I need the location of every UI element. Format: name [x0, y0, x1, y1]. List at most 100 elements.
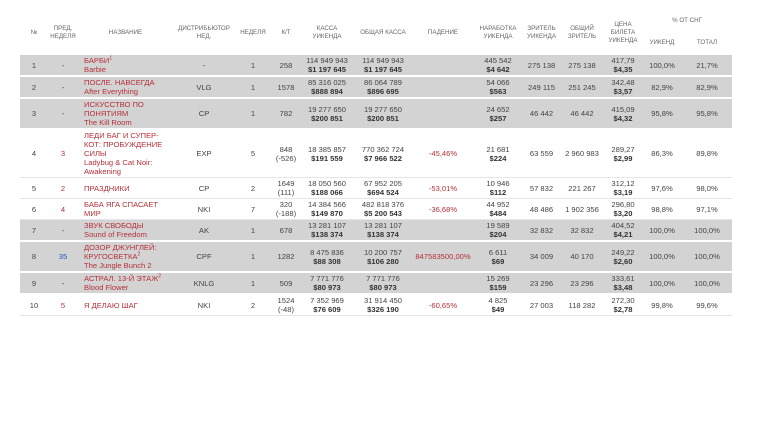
- cell-cis-total: 100,0%: [682, 241, 732, 273]
- cell-total-gross: 19 277 650 $200 851: [353, 98, 413, 130]
- cell-total-viewers: 275 138: [560, 55, 604, 77]
- cell-title[interactable]: БАБА ЯГА СПАСАЕТ МИР: [78, 198, 173, 220]
- title-ru[interactable]: ДОЗОР ДЖУНГЛЕЙ: КРУГОСВЕТКА2: [84, 243, 157, 261]
- cell-num: 5: [20, 177, 48, 199]
- cell-cis-weekend: 100,0%: [642, 219, 682, 242]
- title-ru[interactable]: АСТРАЛ. 13-Й ЭТАЖ2: [84, 273, 162, 283]
- cell-weekend-viewers: 249 115: [523, 76, 560, 99]
- cell-kt: 509: [271, 272, 301, 295]
- cell-num: 1: [20, 55, 48, 77]
- cell-week: 2: [235, 177, 271, 199]
- table-row[interactable]: 7 - ЗВУК СВОБОДЫ Sound of Freedom AK 1 6…: [20, 219, 732, 242]
- cell-ticket-price: 272,30 $2,78: [604, 294, 642, 316]
- cell-total-gross: 482 818 376 $5 200 543: [353, 198, 413, 220]
- header-distributor[interactable]: ДИСТРИБЬЮТОР НЕД.: [173, 10, 235, 55]
- header-ticket-price[interactable]: ЦЕНА БИЛЕТА УИКЕНДА: [604, 10, 642, 55]
- cell-title[interactable]: ИСКУССТВО ПО ПОНЯТИЯМ The Kill Room: [78, 98, 173, 130]
- cell-num: 8: [20, 241, 48, 273]
- cell-ticket-price: 404,52 $4,21: [604, 219, 642, 242]
- cell-title[interactable]: Я ДЕЛАЮ ШАГ: [78, 294, 173, 316]
- cell-kt: 782: [271, 98, 301, 130]
- table-row[interactable]: 3 - ИСКУССТВО ПО ПОНЯТИЯМ The Kill Room …: [20, 98, 732, 130]
- cell-title[interactable]: АСТРАЛ. 13-Й ЭТАЖ2 Blood Flower: [78, 272, 173, 295]
- cell-total-viewers: 32 832: [560, 219, 604, 242]
- header-weekend-gross[interactable]: КАССА УИКЕНДА: [301, 10, 353, 55]
- title-ru[interactable]: БАБА ЯГА СПАСАЕТ МИР: [84, 200, 159, 218]
- header-week[interactable]: НЕДЕЛЯ: [235, 10, 271, 55]
- table-row[interactable]: 10 5 Я ДЕЛАЮ ШАГ NKI 2 1524 (-48) 7 352 9…: [20, 294, 732, 316]
- title-ru[interactable]: Я ДЕЛАЮ ШАГ: [84, 300, 138, 310]
- cell-total-viewers: 2 960 983: [560, 129, 604, 178]
- title-ru[interactable]: ЛЕДИ БАГ И СУПЕР-КОТ: ПРОБУЖДЕНИЕ СИЛЫ: [84, 131, 163, 158]
- table-header: № ПРЕД. НЕДЕЛЯ НАЗВАНИЕ ДИСТРИБЬЮТОР НЕД…: [20, 10, 732, 55]
- table-row[interactable]: 5 2 ПРАЗДНИКИ CP 2 1649 (111) 18 050 560 $…: [20, 177, 732, 199]
- cell-distributor: CPF: [173, 241, 235, 273]
- cell-cis-total: 95,8%: [682, 98, 732, 130]
- title-ru[interactable]: ПОСЛЕ. НАВСЕГДА: [84, 78, 155, 87]
- title-footnote: 1: [109, 55, 113, 62]
- header-total-gross[interactable]: ОБЩАЯ КАССА: [353, 10, 413, 55]
- header-kt[interactable]: К/Т: [271, 10, 301, 55]
- cell-per-screen: 6 611 $69: [473, 241, 523, 273]
- cell-week: 1: [235, 76, 271, 99]
- header-per-screen[interactable]: НАРАБОТКА УИКЕНДА: [473, 10, 523, 55]
- table-row[interactable]: 9 - АСТРАЛ. 13-Й ЭТАЖ2 Blood Flower KNLG…: [20, 272, 732, 295]
- header-num[interactable]: №: [20, 10, 48, 55]
- cell-weekend-gross: 13 281 107 $138 374: [301, 219, 353, 242]
- cell-total-gross: 7 771 776 $80 973: [353, 272, 413, 295]
- cell-drop: [413, 55, 473, 77]
- title-ru[interactable]: ИСКУССТВО ПО ПОНЯТИЯМ: [84, 100, 144, 118]
- cell-cis-weekend: 100,0%: [642, 241, 682, 273]
- cell-cis-weekend: 95,8%: [642, 98, 682, 130]
- cell-week: 1: [235, 272, 271, 295]
- cell-week: 7: [235, 198, 271, 220]
- cell-cis-weekend: 86,3%: [642, 129, 682, 178]
- cell-total-viewers: 221 267: [560, 177, 604, 199]
- header-title[interactable]: НАЗВАНИЕ: [78, 10, 173, 55]
- header-prev-week[interactable]: ПРЕД. НЕДЕЛЯ: [48, 10, 78, 55]
- cell-weekend-viewers: 27 003: [523, 294, 560, 316]
- cell-drop: 847583500,00%: [413, 241, 473, 273]
- cell-drop: -53,01%: [413, 177, 473, 199]
- cell-weekend-viewers: 34 009: [523, 241, 560, 273]
- cell-kt: 678: [271, 219, 301, 242]
- table-row[interactable]: 4 3 ЛЕДИ БАГ И СУПЕР-КОТ: ПРОБУЖДЕНИЕ СИ…: [20, 129, 732, 178]
- cell-weekend-viewers: 48 486: [523, 198, 560, 220]
- header-cis-total[interactable]: ТОТАЛ: [682, 31, 732, 55]
- header-weekend-viewers[interactable]: ЗРИТЕЛЬ УИКЕНДА: [523, 10, 560, 55]
- cell-weekend-gross: 7 352 969 $76 609: [301, 294, 353, 316]
- cell-num: 3: [20, 98, 48, 130]
- cell-title[interactable]: ЛЕДИ БАГ И СУПЕР-КОТ: ПРОБУЖДЕНИЕ СИЛЫ L…: [78, 129, 173, 178]
- title-ru[interactable]: ПРАЗДНИКИ: [84, 183, 130, 193]
- header-drop[interactable]: ПАДЕНИЕ: [413, 10, 473, 55]
- cell-kt: 1524 (-48): [271, 294, 301, 316]
- cell-prev-week: -: [48, 219, 78, 242]
- cell-title[interactable]: ПРАЗДНИКИ: [78, 177, 173, 199]
- cell-title[interactable]: ДОЗОР ДЖУНГЛЕЙ: КРУГОСВЕТКА2 The Jungle …: [78, 241, 173, 273]
- cell-drop: [413, 76, 473, 99]
- header-cis-weekend[interactable]: УИКЕНД: [642, 31, 682, 55]
- table-row[interactable]: 8 35 ДОЗОР ДЖУНГЛЕЙ: КРУГОСВЕТКА2 The Ju…: [20, 241, 732, 273]
- table-row[interactable]: 6 4 БАБА ЯГА СПАСАЕТ МИР NKI 7 320 (-188)…: [20, 198, 732, 220]
- box-office-table-container: № ПРЕД. НЕДЕЛЯ НАЗВАНИЕ ДИСТРИБЬЮТОР НЕД…: [20, 10, 732, 422]
- cell-total-viewers: 1 902 356: [560, 198, 604, 220]
- cell-per-screen: 15 269 $159: [473, 272, 523, 295]
- cell-cis-weekend: 99,8%: [642, 294, 682, 316]
- cell-per-screen: 44 952 $484: [473, 198, 523, 220]
- table-row[interactable]: 2 - ПОСЛЕ. НАВСЕГДА After Everything VLG…: [20, 76, 732, 99]
- cell-ticket-price: 249,22 $2,60: [604, 241, 642, 273]
- cell-total-gross: 31 914 450 $326 190: [353, 294, 413, 316]
- table-row[interactable]: 1 - БАРБИ1 Barbie - 1 258 114 949 943 $1 …: [20, 55, 732, 77]
- title-ru[interactable]: БАРБИ1: [84, 55, 113, 65]
- header-total-viewers[interactable]: ОБЩИЙ ЗРИТЕЛЬ: [560, 10, 604, 55]
- cell-weekend-viewers: 32 832: [523, 219, 560, 242]
- cell-title[interactable]: БАРБИ1 Barbie: [78, 55, 173, 77]
- cell-cis-weekend: 100,0%: [642, 272, 682, 295]
- title-ru[interactable]: ЗВУК СВОБОДЫ: [84, 221, 144, 230]
- cell-total-gross: 114 949 943 $1 197 645: [353, 55, 413, 77]
- cell-kt: 1649 (111): [271, 177, 301, 199]
- cell-total-viewers: 40 170: [560, 241, 604, 273]
- cell-title[interactable]: ЗВУК СВОБОДЫ Sound of Freedom: [78, 219, 173, 242]
- cell-title[interactable]: ПОСЛЕ. НАВСЕГДА After Everything: [78, 76, 173, 99]
- cell-weekend-gross: 18 385 857 $191 559: [301, 129, 353, 178]
